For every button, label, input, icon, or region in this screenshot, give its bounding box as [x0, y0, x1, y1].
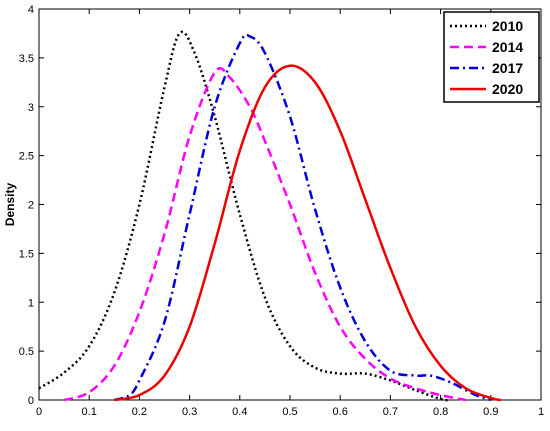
y-tick-label: 1 [28, 297, 34, 309]
y-tick-label: 1.5 [19, 248, 34, 260]
series-line-2010 [38, 30, 451, 402]
y-tick-label: 3 [28, 102, 34, 114]
y-tick-label: 0 [28, 395, 34, 407]
y-tick-label: 2 [28, 200, 34, 212]
x-tick-label: 0 [36, 406, 42, 418]
legend-box [443, 11, 540, 103]
x-tick-label: 0.2 [132, 406, 147, 418]
x-tick-label: 0.1 [82, 406, 97, 418]
x-tick-label: 0.7 [383, 406, 398, 418]
x-tick-label: 1 [538, 406, 544, 418]
legend-label: 2017 [492, 60, 523, 76]
legend-label: 2020 [492, 81, 523, 97]
x-tick-label: 0.3 [182, 406, 197, 418]
y-axis: 0 0.5 1 1.5 2 2.5 3 3.5 4 [19, 4, 541, 407]
x-tick-label: 0.8 [433, 406, 448, 418]
y-axis-title: Density [3, 183, 17, 227]
legend-label: 2014 [492, 39, 523, 55]
series-lines [38, 30, 502, 402]
y-tick-label: 4 [28, 4, 34, 16]
x-tick-label: 0.4 [232, 406, 247, 418]
series-line-2020 [114, 64, 502, 402]
y-tick-label: 0.5 [19, 346, 34, 358]
series-line-2017 [113, 33, 492, 402]
x-tick-label: 0.9 [483, 406, 498, 418]
y-tick-label: 2.5 [19, 151, 34, 163]
x-tick-label: 0.6 [333, 406, 348, 418]
x-axis: 0 0.1 0.2 0.3 0.4 0.5 0.6 0.7 0.8 0.9 1 [36, 9, 544, 418]
legend-label: 2010 [492, 18, 523, 34]
y-tick-label: 3.5 [19, 53, 34, 65]
legend: 2010 2014 2017 2020 [443, 11, 540, 103]
x-tick-label: 0.5 [282, 406, 297, 418]
